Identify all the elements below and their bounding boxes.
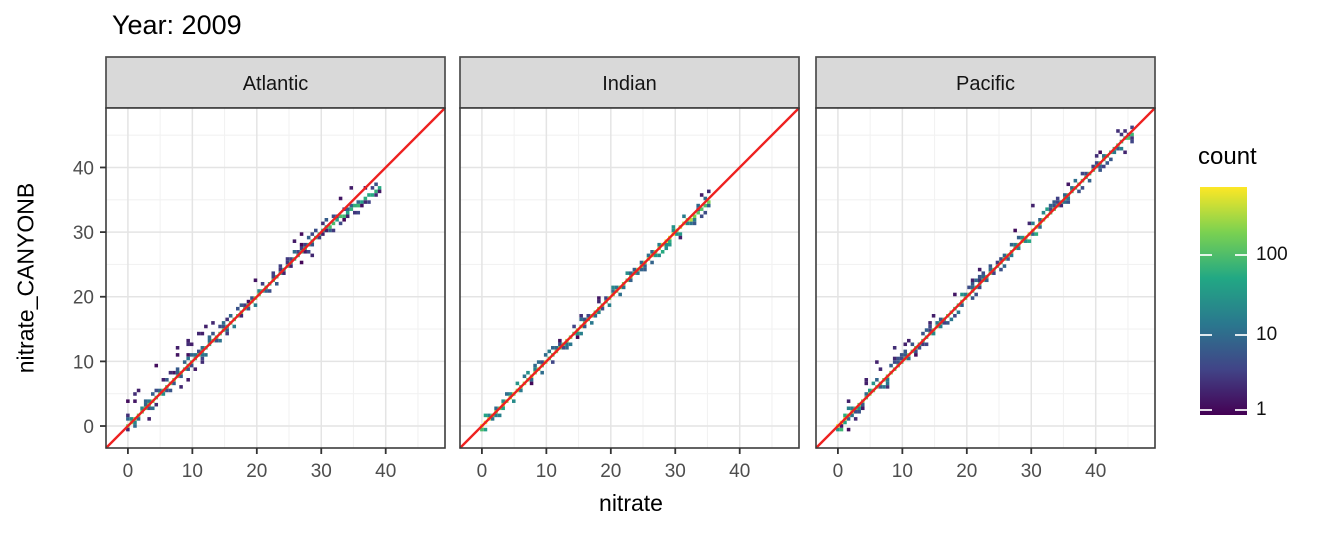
facet-strip-box bbox=[105, 56, 446, 109]
facet-strip-atlantic: Atlantic bbox=[105, 56, 446, 109]
legend-bar-tick bbox=[1235, 254, 1247, 256]
panel-border bbox=[105, 107, 446, 449]
x-tick-label: 10 bbox=[182, 461, 203, 482]
x-tick-label: 20 bbox=[956, 461, 977, 482]
panel-border bbox=[459, 107, 800, 449]
x-tick-label: 20 bbox=[600, 461, 621, 482]
x-axis-title: nitrate bbox=[599, 490, 663, 516]
legend-bar-tick bbox=[1200, 254, 1212, 256]
x-tick-label: 40 bbox=[375, 461, 396, 482]
legend-title: count bbox=[1198, 143, 1257, 170]
panel-pacific: 0 10 20 30 40 bbox=[815, 107, 1156, 482]
x-tick-label: 0 bbox=[123, 461, 134, 482]
panel-atlantic: 0 10 20 30 40 0 10 20 30 40 bbox=[73, 107, 446, 482]
y-tick-label: 0 bbox=[83, 417, 94, 438]
identity-line bbox=[459, 107, 800, 449]
gridlines bbox=[460, 108, 799, 448]
panel-area: 0 10 20 30 40 0 10 20 30 40 0 10 20 30 40 0 10 20 30 40 bbox=[73, 107, 1156, 482]
legend-bar-tick bbox=[1235, 409, 1247, 411]
x-tick-label: 30 bbox=[665, 461, 686, 482]
panel-indian: 0 10 20 30 40 bbox=[459, 107, 800, 482]
legend-tick-label: 1 bbox=[1256, 399, 1267, 420]
facet-strip-indian: Indian bbox=[459, 56, 800, 109]
legend-colorbar bbox=[1200, 187, 1247, 415]
panel-border bbox=[815, 107, 1156, 449]
legend-tick-label: 100 bbox=[1256, 244, 1288, 265]
gridlines bbox=[106, 108, 445, 448]
x-tick-label: 40 bbox=[1085, 461, 1106, 482]
x-tick-label: 10 bbox=[892, 461, 913, 482]
x-tick-label: 20 bbox=[246, 461, 267, 482]
facet-strip-label: Atlantic bbox=[243, 73, 309, 95]
plot-title: Year: 2009 bbox=[112, 10, 242, 40]
x-tick-label: 30 bbox=[1021, 461, 1042, 482]
facet-strip-label: Indian bbox=[602, 73, 657, 95]
facet-strip-label: Pacific bbox=[956, 73, 1015, 95]
identity-line bbox=[815, 107, 1156, 449]
gridlines bbox=[816, 108, 1155, 448]
x-tick-label: 30 bbox=[311, 461, 332, 482]
x-tick-label: 10 bbox=[536, 461, 557, 482]
legend-tick-label: 10 bbox=[1256, 324, 1278, 345]
facet-strip-box bbox=[459, 56, 800, 109]
y-axis-title: nitrate_CANYONB bbox=[12, 182, 39, 374]
facet-strip-box bbox=[815, 56, 1156, 109]
legend-bar-tick bbox=[1235, 334, 1247, 336]
y-tick-label: 30 bbox=[73, 223, 94, 244]
x-tick-label: 40 bbox=[729, 461, 750, 482]
x-tick-label: 0 bbox=[477, 461, 488, 482]
legend-bar-tick bbox=[1200, 409, 1212, 411]
facet-strip-pacific: Pacific bbox=[815, 56, 1156, 109]
y-tick-label: 20 bbox=[73, 288, 94, 309]
x-tick-label: 0 bbox=[833, 461, 844, 482]
y-tick-label: 40 bbox=[73, 158, 94, 179]
identity-line bbox=[105, 107, 446, 449]
legend-bar-tick bbox=[1200, 334, 1212, 336]
facet-strip-row: Atlantic Indian Pacific bbox=[105, 56, 1156, 109]
y-tick-label: 10 bbox=[73, 352, 94, 373]
